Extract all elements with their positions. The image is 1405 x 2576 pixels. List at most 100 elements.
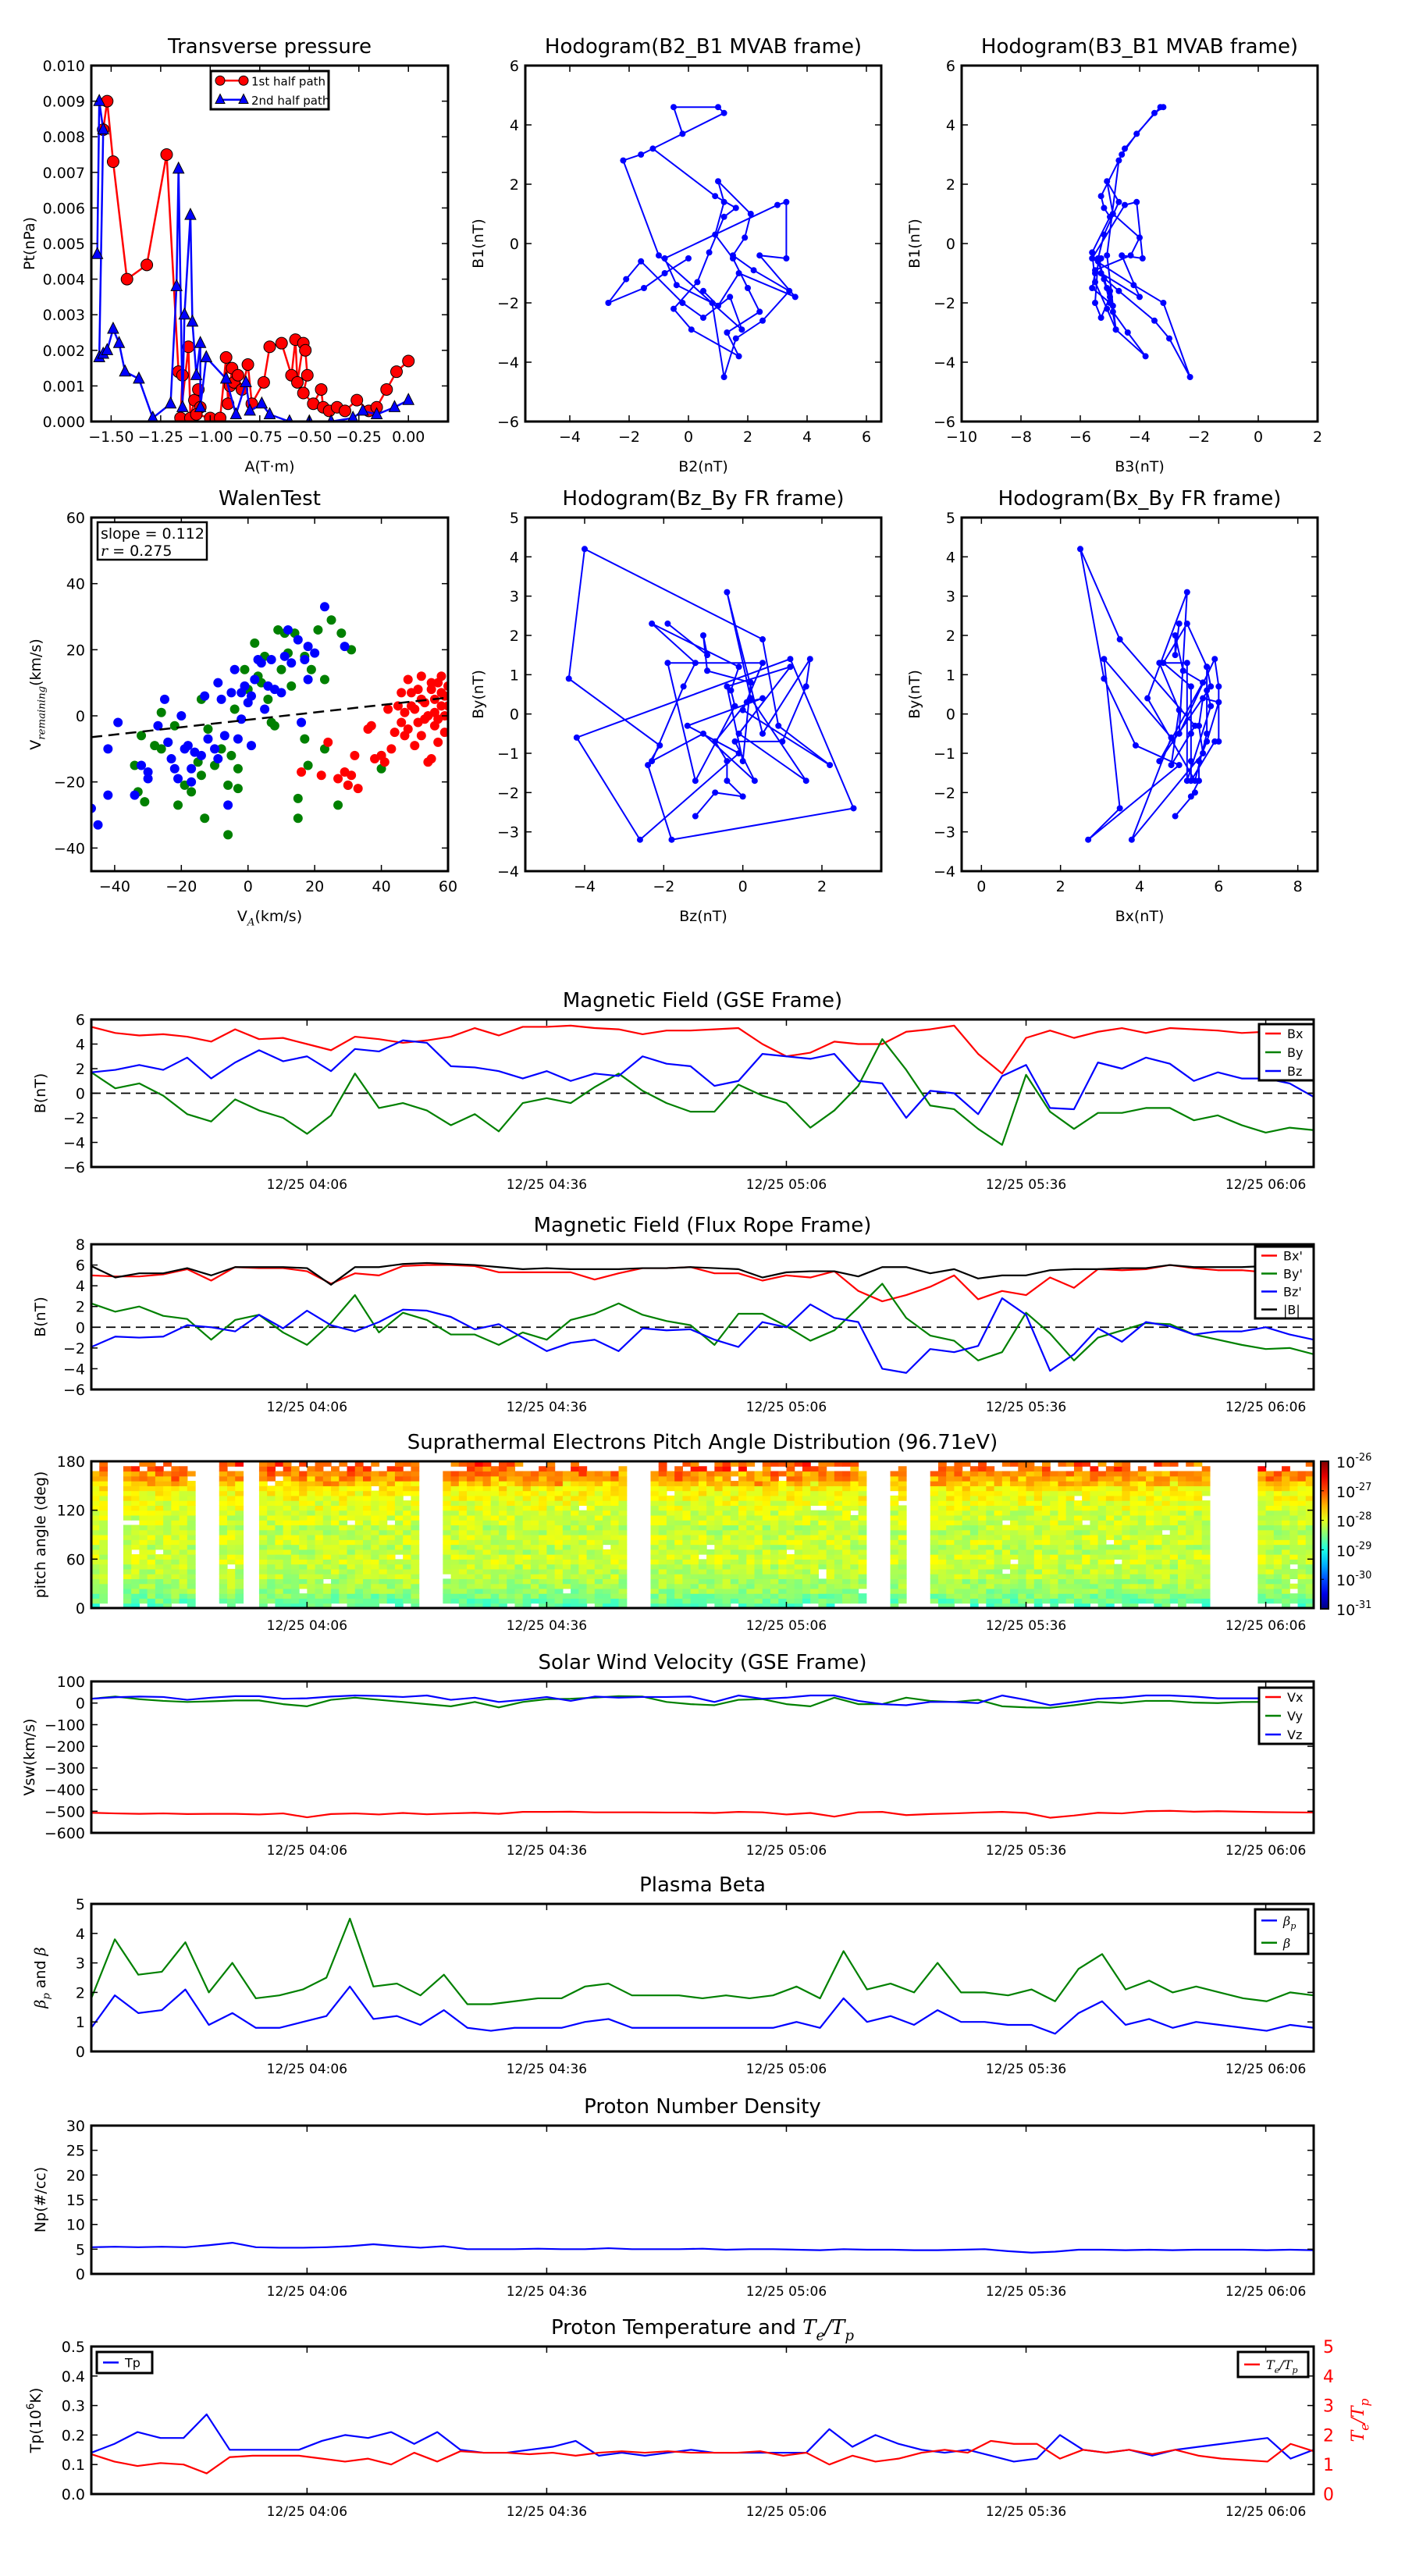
heatmap-cell — [682, 1481, 692, 1486]
heatmap-cell — [1050, 1495, 1059, 1501]
walen-point-green — [306, 664, 316, 674]
heatmap-cell — [267, 1539, 276, 1546]
heatmap-cell — [315, 1578, 324, 1585]
x-tick-label: −2 — [618, 429, 640, 446]
heatmap-cell — [443, 1564, 452, 1570]
heatmap-cell — [322, 1593, 332, 1599]
heatmap-cell — [754, 1495, 763, 1501]
heatmap-cell — [722, 1500, 731, 1506]
heatmap-cell — [994, 1500, 1003, 1506]
heatmap-cell — [139, 1461, 148, 1467]
heatmap-cell — [371, 1603, 380, 1608]
walen-point-red — [407, 701, 417, 711]
heatmap-cell — [322, 1461, 332, 1467]
time-tick-label: 12/25 05:36 — [986, 1618, 1066, 1634]
heatmap-cell — [1122, 1471, 1131, 1477]
heatmap-cell — [450, 1593, 460, 1599]
heatmap-cell — [946, 1466, 955, 1472]
heatmap-cell — [730, 1520, 739, 1526]
heatmap-cell — [187, 1568, 196, 1574]
heatmap-cell — [554, 1514, 564, 1521]
heatmap-cell — [1018, 1461, 1027, 1467]
heatmap-cell — [187, 1588, 196, 1594]
x-tick-label: −40 — [99, 878, 130, 895]
heatmap-cell — [219, 1583, 228, 1589]
heatmap-cell — [603, 1598, 611, 1604]
heatmap-cell — [778, 1471, 788, 1477]
heatmap-cell — [1193, 1593, 1203, 1599]
heatmap-cell — [530, 1554, 539, 1560]
heatmap-cell — [969, 1495, 979, 1501]
heatmap-cell — [1273, 1490, 1282, 1496]
heatmap-cell — [546, 1559, 556, 1565]
heatmap-cell — [603, 1495, 611, 1501]
heatmap-cell — [1129, 1593, 1139, 1599]
heatmap-cell — [1065, 1505, 1075, 1511]
heatmap-cell — [1018, 1490, 1027, 1496]
heatmap-cell — [1178, 1495, 1186, 1501]
heatmap-cell — [290, 1593, 300, 1599]
heatmap-cell — [363, 1559, 372, 1565]
heatmap-cell — [618, 1466, 628, 1472]
heatmap-cell — [386, 1564, 396, 1570]
plot-area — [91, 1917, 1314, 2035]
heatmap-cell — [1289, 1598, 1299, 1604]
heatmap-cell — [227, 1461, 236, 1467]
heatmap-cell — [666, 1544, 675, 1550]
heatmap-cell — [1282, 1574, 1290, 1579]
heatmap-cell — [554, 1510, 564, 1516]
heatmap-cell — [618, 1505, 628, 1511]
label-part: Tp( — [27, 2428, 44, 2453]
heatmap-cell — [1154, 1588, 1163, 1594]
heatmap-cell — [890, 1568, 899, 1574]
heatmap-cell — [578, 1529, 588, 1535]
heatmap-cell — [810, 1568, 820, 1574]
heatmap-cell — [834, 1520, 843, 1526]
heatmap-cell — [1082, 1485, 1091, 1492]
heatmap-cell — [507, 1461, 516, 1467]
chart-title: Plasma Beta — [639, 1873, 766, 1897]
hodogram-point — [1172, 813, 1179, 820]
heatmap-cell — [139, 1481, 148, 1486]
heatmap-cell — [1114, 1500, 1122, 1506]
heatmap-cell — [746, 1510, 756, 1516]
heatmap-cell — [1010, 1554, 1019, 1560]
heatmap-cell — [91, 1481, 100, 1486]
heatmap-cell — [562, 1514, 571, 1521]
heatmap-cell — [490, 1578, 500, 1585]
heatmap-cell — [147, 1500, 156, 1506]
hodogram-point — [1104, 305, 1111, 312]
data-point — [101, 343, 114, 355]
heatmap-cell — [1105, 1574, 1115, 1579]
heatmap-cell — [530, 1535, 539, 1540]
heatmap-cell — [554, 1481, 564, 1486]
heatmap-cell — [898, 1564, 907, 1570]
heatmap-cell — [603, 1525, 611, 1531]
hodogram-point — [684, 722, 691, 729]
heatmap-cell — [1082, 1510, 1091, 1516]
heatmap-cell — [1010, 1568, 1019, 1574]
heatmap-cell — [411, 1490, 420, 1496]
heatmap-cell — [826, 1495, 835, 1501]
walen-point-red — [426, 685, 436, 695]
heatmap-cell — [1065, 1544, 1075, 1550]
heatmap-cell — [603, 1471, 611, 1477]
heatmap-cell — [1193, 1559, 1203, 1565]
heatmap-cell — [514, 1568, 524, 1574]
heatmap-cell — [475, 1568, 484, 1574]
heatmap-cell — [1161, 1495, 1171, 1501]
heatmap-cell — [411, 1466, 420, 1472]
heatmap-cell — [1122, 1514, 1131, 1521]
heatmap-cell — [450, 1520, 460, 1526]
heatmap-cell — [275, 1554, 284, 1560]
heatmap-cell — [754, 1578, 763, 1585]
heatmap-cell — [322, 1549, 332, 1555]
heatmap-cell — [1097, 1481, 1107, 1486]
heatmap-cell — [1305, 1603, 1314, 1608]
heatmap-cell — [458, 1475, 468, 1482]
heatmap-cell — [411, 1554, 420, 1560]
heatmap-cell — [371, 1529, 380, 1535]
heatmap-cell — [1018, 1505, 1027, 1511]
data-point — [147, 410, 158, 422]
